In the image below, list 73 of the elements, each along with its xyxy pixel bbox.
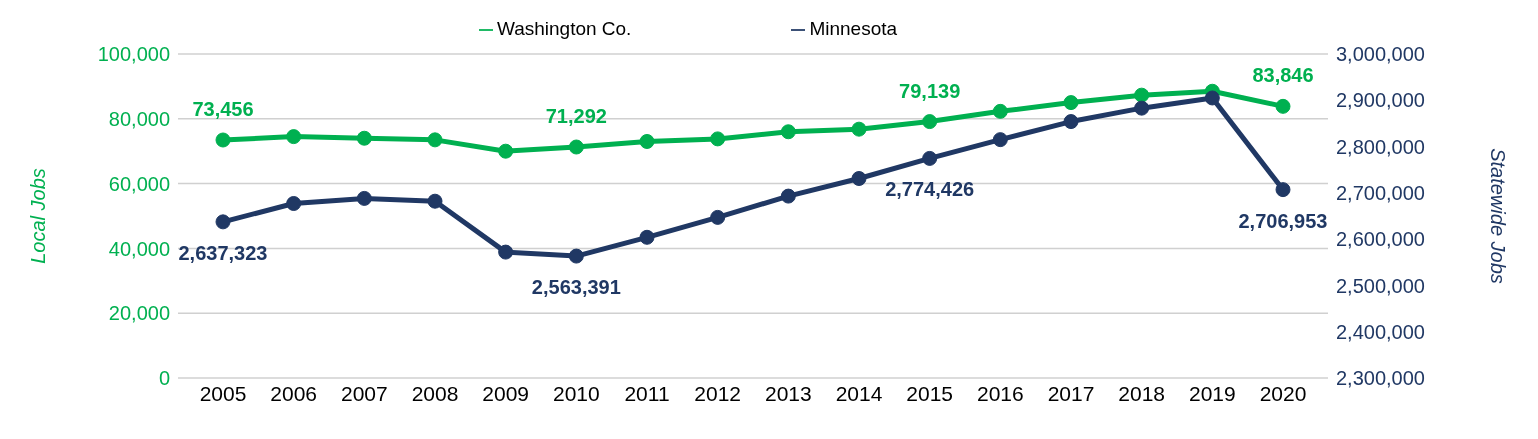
point <box>215 214 231 230</box>
x-tick-label: 2010 <box>552 381 600 405</box>
data-label: 71,292 <box>545 105 607 128</box>
point <box>498 143 514 159</box>
point <box>286 196 302 211</box>
y-tick-label: 0 <box>158 367 170 390</box>
point <box>356 130 372 146</box>
point <box>1063 95 1079 111</box>
point <box>427 193 443 209</box>
x-tick-label: 2018 <box>1118 381 1166 405</box>
point <box>1063 114 1079 130</box>
point <box>922 114 938 130</box>
point <box>851 171 867 187</box>
x-tick-label: 2013 <box>764 381 812 405</box>
x-tick-label: 2020 <box>1259 381 1307 405</box>
point <box>215 132 231 148</box>
x-tick-label: 2007 <box>340 381 388 405</box>
y-tick-label: 20,000 <box>108 302 170 325</box>
y-tick-label: 80,000 <box>108 107 170 130</box>
point <box>710 209 726 225</box>
legend-label: Minnesota <box>809 18 898 39</box>
y2-tick-label: 2,600,000 <box>1336 228 1425 251</box>
x-tick-label: 2016 <box>976 381 1024 405</box>
point <box>639 133 655 149</box>
y-tick-label: 100,000 <box>97 43 170 66</box>
data-label: 73,456 <box>192 98 254 120</box>
point <box>992 103 1008 119</box>
x-tick-label: 2017 <box>1047 381 1095 405</box>
data-label: 2,774,426 <box>885 178 975 201</box>
y2-axis-title: Statewide Jobs <box>1486 148 1509 284</box>
x-tick-label: 2015 <box>906 381 954 405</box>
x-tick-label: 2019 <box>1188 381 1236 405</box>
x-tick-label: 2009 <box>482 381 530 405</box>
point <box>1275 182 1291 198</box>
point <box>1134 87 1150 103</box>
data-label: 83,846 <box>1252 64 1314 87</box>
point <box>922 150 938 166</box>
x-tick-label: 2005 <box>199 381 247 405</box>
point <box>780 188 796 204</box>
point <box>568 248 584 264</box>
y2-tick-label: 2,700,000 <box>1336 181 1425 204</box>
data-label: 2,706,953 <box>1238 209 1328 232</box>
point <box>780 124 796 140</box>
point <box>639 229 655 245</box>
point <box>498 244 514 260</box>
point <box>1204 90 1220 106</box>
y2-tick-label: 2,500,000 <box>1336 274 1425 297</box>
y2-tick-label: 3,000,000 <box>1336 43 1425 66</box>
point <box>851 121 867 137</box>
point <box>427 132 443 148</box>
y-tick-label: 60,000 <box>108 172 170 195</box>
y-tick-label: 40,000 <box>108 237 170 260</box>
x-tick-label: 2011 <box>624 381 670 405</box>
point <box>710 131 726 147</box>
y-axis-title: Local Jobs <box>27 168 50 264</box>
y2-tick-label: 2,400,000 <box>1336 320 1425 343</box>
y2-tick-label: 2,800,000 <box>1336 135 1425 158</box>
x-tick-label: 2008 <box>411 381 459 405</box>
y2-tick-label: 2,300,000 <box>1336 367 1425 390</box>
data-label: 79,139 <box>899 79 961 102</box>
data-label: 2,637,323 <box>178 241 268 264</box>
point <box>1275 98 1291 114</box>
point <box>992 132 1008 148</box>
x-tick-label: 2006 <box>270 381 318 405</box>
legend-label: Washington Co. <box>496 18 632 39</box>
x-tick-label: 2014 <box>835 381 883 405</box>
y2-tick-label: 2,900,000 <box>1336 89 1425 112</box>
x-tick-label: 2012 <box>694 381 742 405</box>
data-label: 2,563,391 <box>531 276 621 299</box>
point <box>356 190 372 206</box>
point <box>568 139 584 155</box>
point <box>1134 100 1150 116</box>
point <box>286 129 302 145</box>
